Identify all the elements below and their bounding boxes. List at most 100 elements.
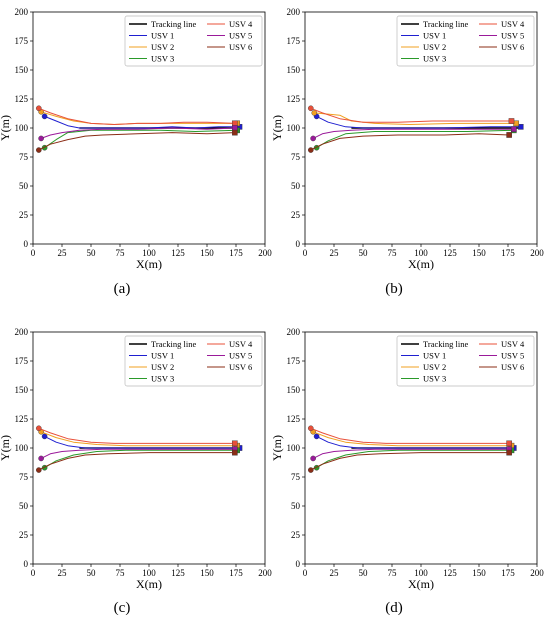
legend-label: USV 4 — [229, 19, 253, 29]
x-tick-label: 50 — [359, 568, 369, 578]
legend-label: USV 2 — [423, 362, 446, 372]
y-tick-label: 125 — [15, 94, 29, 104]
y-tick-label: 75 — [291, 152, 301, 162]
y-tick-label: 100 — [287, 123, 301, 133]
series-line-usv-1 — [44, 435, 240, 449]
x-tick-label: 125 — [443, 568, 457, 578]
y-tick-label: 175 — [287, 356, 301, 366]
y-tick-label: 200 — [287, 7, 301, 17]
start-point-usv-4 — [36, 105, 42, 112]
y-tick-label: 150 — [15, 65, 29, 75]
start-point-usv-1 — [41, 113, 48, 120]
x-tick-label: 125 — [443, 248, 457, 258]
legend-label: USV 3 — [423, 54, 446, 64]
x-tick-label: 50 — [87, 248, 97, 258]
panel-label: (b) — [385, 281, 403, 297]
x-tick-label: 100 — [142, 248, 156, 258]
x-tick-label: 175 — [229, 568, 243, 578]
y-tick-label: 175 — [15, 36, 29, 46]
start-point-usv-2 — [311, 110, 318, 116]
end-point-usv-6 — [506, 449, 512, 456]
end-point-usv-6 — [232, 129, 238, 136]
x-tick-label: 175 — [501, 248, 515, 258]
x-tick-label: 25 — [58, 248, 68, 258]
series-line-usv-2 — [312, 431, 512, 447]
x-axis-label: X(m) — [136, 257, 162, 271]
y-tick-label: 50 — [291, 501, 301, 511]
legend-label: USV 4 — [501, 19, 525, 29]
legend-label: USV 4 — [501, 339, 525, 349]
panel-label: (a) — [114, 281, 131, 297]
y-tick-label: 50 — [19, 181, 29, 191]
y-tick-label: 100 — [15, 443, 29, 453]
legend-label: USV 2 — [151, 42, 174, 52]
end-point-usv-4 — [508, 118, 515, 124]
chart-panel-c: 0 25 50 75 100 125 150 175 200 0 25 50 75 100 125 150 17… — [0, 327, 272, 591]
x-tick-label: 200 — [258, 248, 272, 258]
y-axis-label: Y(m) — [0, 435, 12, 461]
x-tick-label: 150 — [472, 568, 486, 578]
legend-label: USV 6 — [501, 42, 524, 52]
end-point-usv-4 — [232, 440, 238, 447]
x-tick-label: 75 — [388, 568, 398, 578]
x-tick-label: 125 — [171, 568, 185, 578]
series-line-usv-3 — [44, 129, 238, 149]
y-axis-label: Y(m) — [0, 115, 12, 141]
y-tick-label: 25 — [291, 530, 301, 540]
x-tick-label: 0 — [31, 568, 36, 578]
y-tick-label: 100 — [287, 443, 301, 453]
legend-box — [396, 15, 535, 67]
legend-label: Tracking line — [423, 19, 468, 29]
start-point-usv-1 — [313, 433, 320, 440]
y-tick-label: 75 — [19, 472, 29, 482]
y-tick-label: 0 — [296, 559, 301, 569]
x-tick-label: 200 — [258, 568, 272, 578]
start-point-usv-6 — [36, 467, 42, 473]
series-line-usv-6 — [38, 132, 235, 151]
x-tick-label: 25 — [58, 568, 68, 578]
legend-label: USV 2 — [151, 362, 174, 372]
series-line-usv-3 — [44, 449, 238, 469]
y-tick-label: 75 — [291, 472, 301, 482]
legend-label: USV 6 — [229, 42, 252, 52]
x-tick-label: 100 — [142, 568, 156, 578]
series-line-usv-4 — [310, 107, 512, 123]
start-point-usv-5 — [310, 135, 316, 142]
x-tick-label: 100 — [414, 568, 428, 578]
x-tick-label: 0 — [31, 248, 36, 258]
end-point-usv-4 — [506, 440, 512, 447]
chart-panel-b: 0 25 50 75 100 125 150 175 200 0 25 50 75 100 125 150 17… — [270, 7, 544, 271]
end-point-usv-5 — [232, 125, 238, 131]
y-tick-label: 0 — [24, 239, 29, 249]
y-tick-label: 125 — [287, 94, 301, 104]
series-line-usv-3 — [316, 129, 514, 149]
y-tick-label: 25 — [19, 210, 29, 220]
series-line-usv-5 — [312, 448, 510, 459]
x-tick-label: 0 — [303, 248, 308, 258]
start-point-usv-6 — [307, 147, 314, 153]
legend-label: USV 1 — [151, 31, 174, 41]
x-tick-label: 200 — [530, 248, 544, 258]
panel-label: (d) — [385, 600, 403, 616]
x-tick-label: 25 — [330, 568, 340, 578]
chart-panel-d: 0 25 50 75 100 125 150 175 200 0 25 50 75 100 125 150 17… — [270, 327, 544, 591]
x-tick-label: 150 — [200, 248, 214, 258]
x-tick-label: 200 — [530, 568, 544, 578]
legend-label: USV 2 — [423, 42, 446, 52]
legend-label: USV 5 — [229, 31, 252, 41]
series-line-usv-4 — [310, 427, 510, 444]
end-point-usv-1 — [517, 124, 524, 130]
start-point-usv-5 — [38, 135, 44, 142]
start-point-usv-5 — [38, 455, 44, 462]
legend-label: Tracking line — [423, 339, 468, 349]
legend-box — [396, 335, 535, 387]
x-tick-label: 125 — [171, 248, 185, 258]
y-tick-label: 0 — [296, 239, 301, 249]
series-line-usv-1 — [44, 115, 240, 129]
x-tick-label: 100 — [414, 248, 428, 258]
